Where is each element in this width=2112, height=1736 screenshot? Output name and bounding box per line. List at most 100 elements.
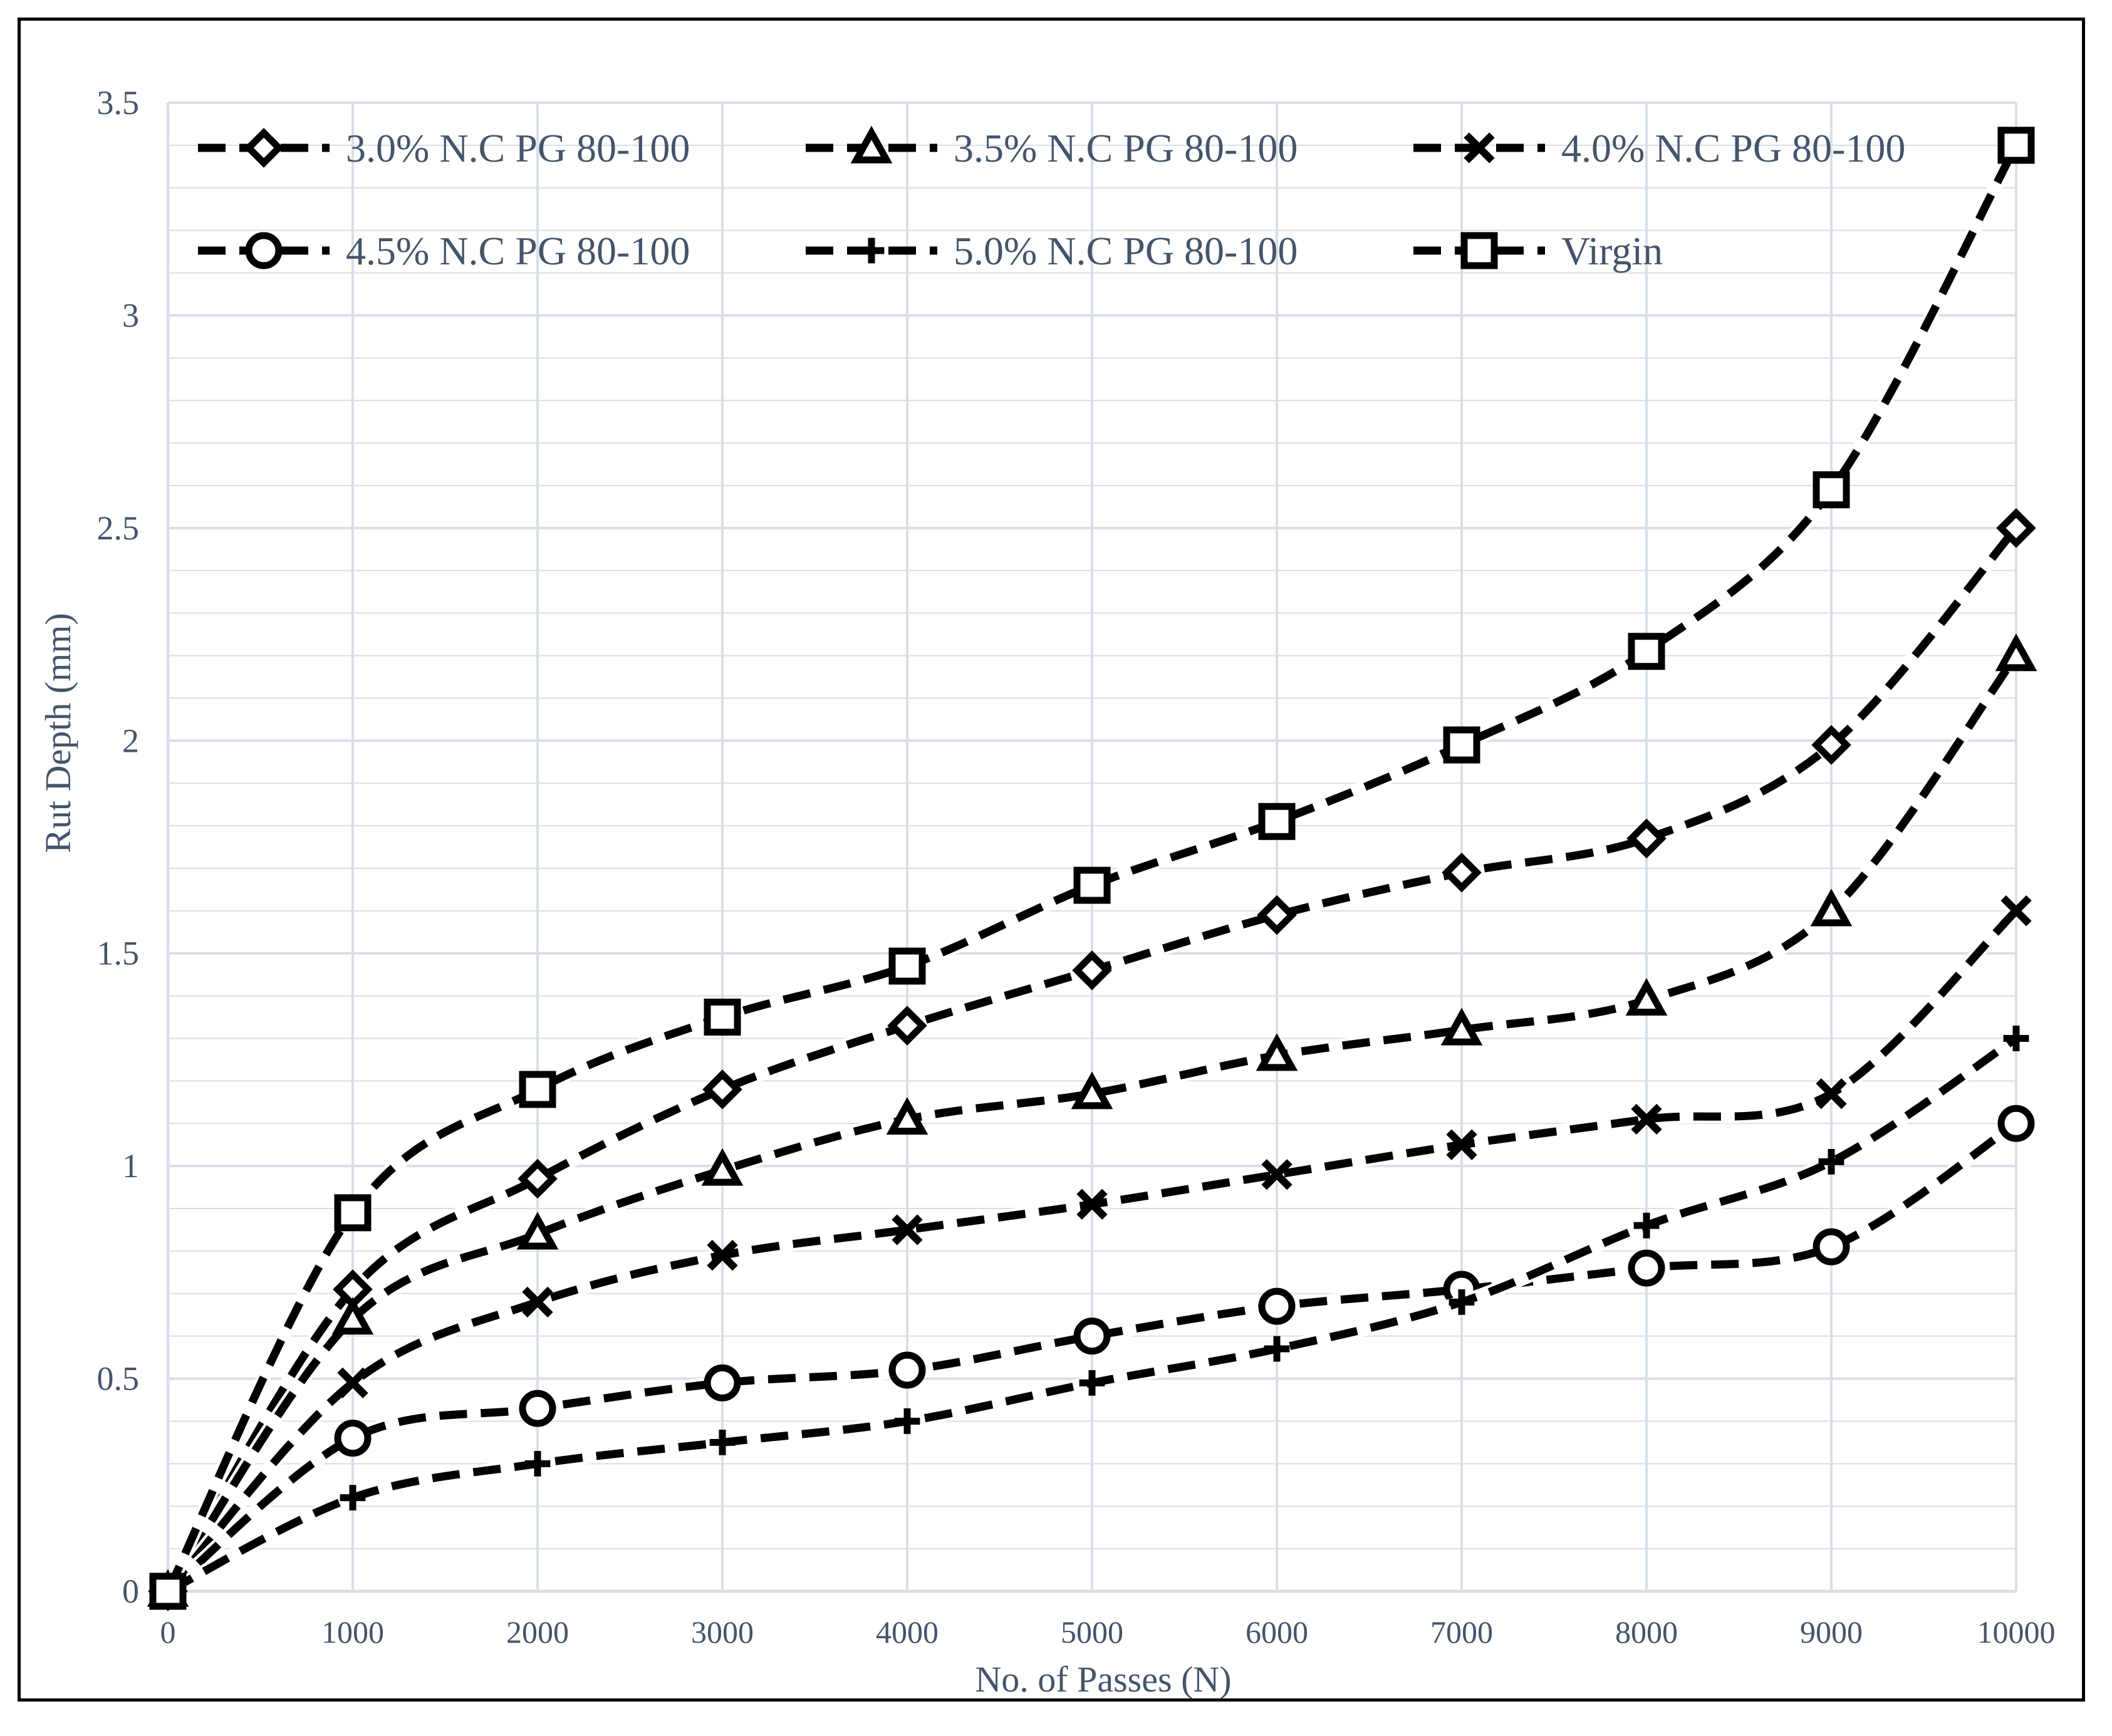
series-lines <box>147 127 2037 1611</box>
data-point-diamond <box>702 1069 742 1110</box>
data-point-circle <box>1997 1104 2035 1142</box>
legend-item: 5.0% N.C PG 80-100 <box>806 229 1298 273</box>
series-line <box>165 1120 2019 1595</box>
data-point-diamond <box>1811 725 1851 765</box>
y-axis-label: Rut Depth (mm) <box>38 613 78 853</box>
data-point-triangle <box>1995 633 2037 672</box>
data-point-plus <box>894 1408 920 1434</box>
data-point-triangle <box>1071 1071 1113 1110</box>
data-point-square <box>888 947 926 985</box>
legend-label: 3.5% N.C PG 80-100 <box>954 126 1298 170</box>
data-point-circle <box>888 1351 926 1389</box>
data-point-square <box>149 1572 187 1610</box>
legend-label: 4.5% N.C PG 80-100 <box>346 229 690 273</box>
data-point-plus <box>340 1485 366 1511</box>
series-line <box>164 653 2020 1594</box>
data-point-square <box>1460 232 1498 269</box>
data-point-diamond <box>1626 818 1667 859</box>
data-point-square <box>1443 726 1480 764</box>
data-point-square <box>1258 803 1296 840</box>
data-point-square <box>704 999 741 1036</box>
x-tick-label: 5000 <box>1061 1614 1123 1650</box>
data-point-circle <box>245 232 283 269</box>
data-point-triangle <box>886 1097 929 1135</box>
axes <box>166 103 2016 1593</box>
data-point-square <box>334 1194 372 1232</box>
legend-item: 3.0% N.C PG 80-100 <box>198 126 690 170</box>
data-point-triangle <box>1440 1007 1483 1046</box>
x-axis-label: No. of Passes (N) <box>975 1659 1231 1700</box>
data-point-square <box>1813 471 1850 509</box>
data-point-square <box>519 1071 556 1108</box>
data-point-diamond <box>1442 852 1482 893</box>
data-point-square <box>1073 866 1111 904</box>
y-tick-label: 1 <box>122 1147 139 1185</box>
data-point-x <box>1631 1103 1662 1135</box>
x-tick-label: 9000 <box>1800 1614 1863 1650</box>
data-point-triangle <box>331 1297 374 1335</box>
data-point-diamond <box>518 1158 558 1199</box>
data-point-triangle <box>516 1212 559 1250</box>
x-tick-label: 7000 <box>1430 1614 1493 1650</box>
legend: 3.0% N.C PG 80-100 3.5% N.C PG 80-100 4.0%… <box>198 125 1905 273</box>
data-point-plus <box>1633 1212 1660 1239</box>
y-tick-label: 1.5 <box>97 935 140 972</box>
data-point-diamond <box>887 1006 927 1046</box>
y-tick-label: 2 <box>122 722 139 759</box>
legend-label: 5.0% N.C PG 80-100 <box>954 229 1298 273</box>
data-point-triangle <box>1625 978 1668 1016</box>
x-tick-label: 4000 <box>876 1614 939 1650</box>
data-point-triangle <box>850 125 893 164</box>
data-point-square <box>1628 633 1665 670</box>
x-tick-label: 10000 <box>1977 1614 2056 1650</box>
y-tick-labels: 0 0.5 1 1.5 2 2.5 3 3.5 <box>97 84 140 1610</box>
data-point-square <box>1997 127 2035 164</box>
data-point-circle <box>1258 1287 1296 1325</box>
data-point-x <box>1816 1078 1847 1110</box>
data-point-circle <box>519 1390 556 1427</box>
data-point-x <box>1464 132 1495 164</box>
data-point-x <box>707 1240 738 1271</box>
data-point-plus <box>858 237 885 264</box>
legend-item: 4.0% N.C PG 80-100 <box>1413 126 1905 170</box>
legend-item: 4.5% N.C PG 80-100 <box>198 229 690 273</box>
data-point-triangle <box>1810 888 1853 927</box>
x-tick-label: 0 <box>160 1614 176 1650</box>
data-point-circle <box>1073 1318 1111 1355</box>
y-tick-label: 3.5 <box>97 84 140 122</box>
data-point-x <box>337 1367 368 1399</box>
grid-lines <box>167 101 2017 1593</box>
data-point-circle <box>334 1420 372 1457</box>
data-point-plus <box>1264 1336 1290 1362</box>
data-point-diamond <box>1257 895 1297 935</box>
data-point-plus <box>709 1430 736 1455</box>
y-tick-label: 3 <box>122 296 139 334</box>
data-point-circle <box>704 1364 741 1401</box>
y-tick-label: 0 <box>122 1572 139 1610</box>
data-point-x <box>1446 1129 1477 1160</box>
data-point-plus <box>1818 1148 1844 1175</box>
data-point-x <box>2000 895 2032 927</box>
legend-item: Virgin <box>1413 229 1663 273</box>
data-point-x <box>1261 1159 1293 1190</box>
series-circle <box>149 1104 2035 1610</box>
legend-label: 4.0% N.C PG 80-100 <box>1561 126 1905 170</box>
data-point-plus <box>1449 1289 1475 1315</box>
data-point-triangle <box>701 1148 744 1186</box>
data-point-x <box>522 1286 553 1318</box>
x-tick-label: 8000 <box>1615 1614 1678 1650</box>
series-square <box>149 127 2035 1610</box>
data-point-circle <box>1628 1249 1665 1287</box>
legend-label: 3.0% N.C PG 80-100 <box>346 126 690 170</box>
data-point-circle <box>1813 1228 1850 1266</box>
series-x <box>152 895 2032 1607</box>
x-tick-labels: 0 1000 2000 3000 4000 5000 6000 7000 8000 9000 100… <box>160 1614 2056 1650</box>
data-point-plus <box>524 1450 551 1477</box>
y-tick-label: 2.5 <box>97 509 140 547</box>
x-tick-label: 3000 <box>691 1614 754 1650</box>
series-line <box>164 143 2020 1593</box>
x-tick-label: 1000 <box>321 1614 384 1650</box>
data-point-x <box>892 1214 923 1245</box>
legend-label: Virgin <box>1561 229 1663 273</box>
